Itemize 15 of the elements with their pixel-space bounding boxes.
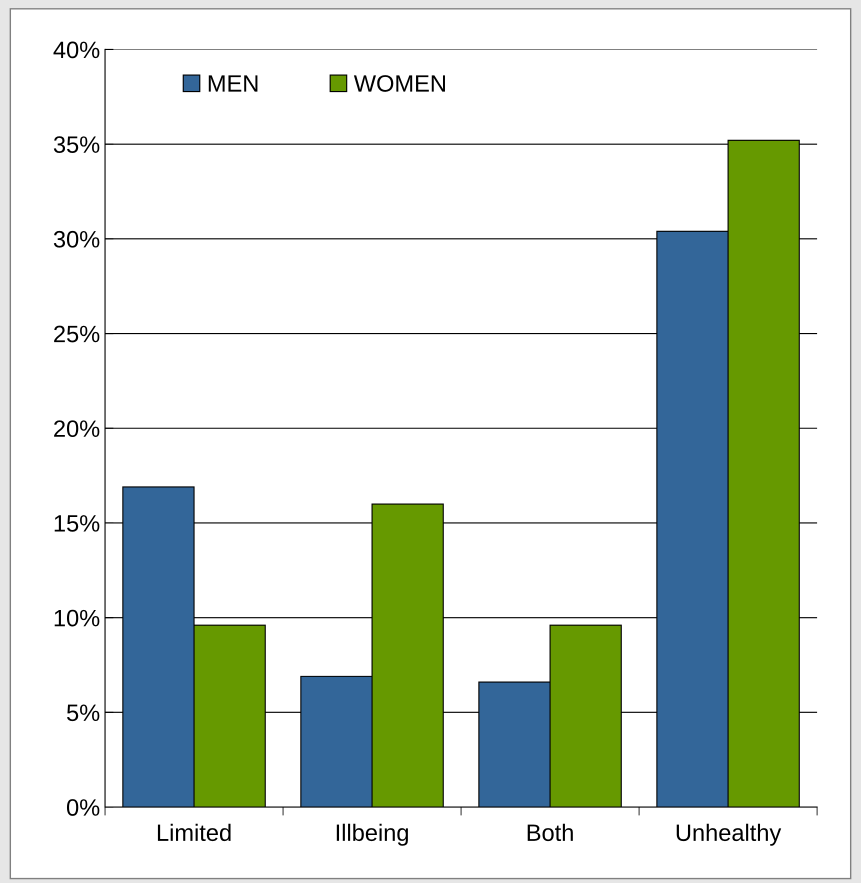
y-tick-label: 5%	[67, 704, 100, 722]
x-tick-label: Unhealthy	[676, 824, 782, 846]
x-tick-label: Limited	[158, 824, 231, 842]
x-tick-label: Illbeing	[336, 824, 408, 846]
y-tick-label: 10%	[54, 610, 100, 626]
x-tick-label: Both	[528, 824, 573, 842]
legend-label: WOMEN	[354, 75, 445, 92]
y-tick-label: 20%	[54, 420, 100, 438]
y-tick-label: 15%	[54, 515, 100, 532]
y-tick-label: 0%	[66, 799, 100, 816]
y-tick-label: 25%	[54, 326, 100, 342]
y-tick-label: 40%	[53, 42, 100, 58]
y-tick-label: 30%	[54, 230, 100, 248]
y-tick-label: 35%	[54, 136, 100, 153]
legend-label: MEN	[208, 75, 258, 92]
